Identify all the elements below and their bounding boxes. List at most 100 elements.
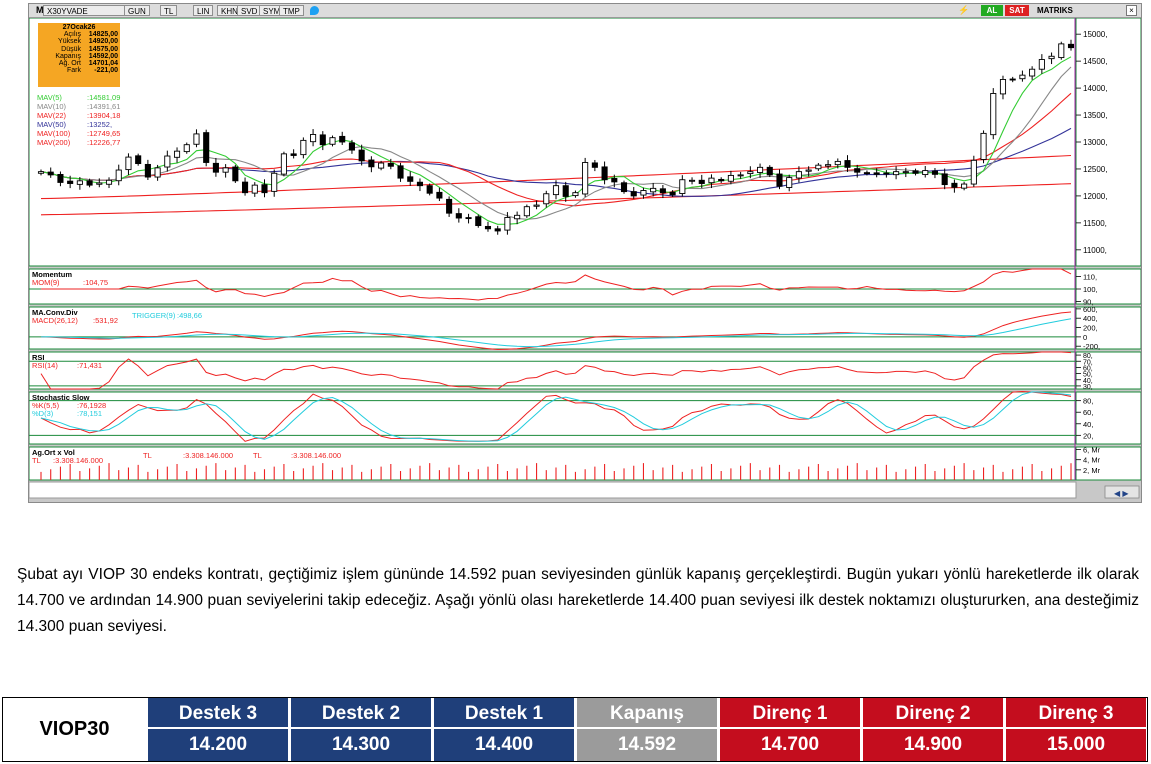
candle <box>329 137 336 145</box>
candle <box>397 165 404 179</box>
candle <box>125 156 132 171</box>
candle <box>562 185 569 197</box>
sell-button[interactable]: SAT <box>1005 5 1029 16</box>
twitter-icon[interactable] <box>310 6 319 15</box>
volume-tick-label: 6, Mr <box>1083 446 1101 455</box>
macd-tick-label: -200, <box>1083 342 1100 351</box>
instrument-name: VIOP30 <box>39 718 110 740</box>
mav-legend-value: :14581,09 <box>87 93 120 102</box>
candle <box>951 182 958 188</box>
level-close: Kapanış 14.592 <box>575 698 717 761</box>
volume-legend-name: TL <box>143 451 152 460</box>
candle <box>1058 43 1065 59</box>
scroll-arrows-icon: ◀ ▶ <box>1114 489 1129 498</box>
level-value: 14.592 <box>575 729 717 761</box>
volume-title: Ag.Ort x Vol <box>32 448 75 457</box>
price-tick-label: 14500, <box>1083 57 1107 66</box>
candle <box>727 174 734 182</box>
mav-legend-name: MAV(100) <box>37 129 71 138</box>
candle <box>543 193 550 205</box>
candle <box>902 171 909 174</box>
candle <box>183 144 190 153</box>
axis-sto <box>1075 391 1141 445</box>
candle <box>552 185 560 196</box>
candle <box>737 174 744 177</box>
macd-tick-label: 0 <box>1083 333 1087 342</box>
macd-legend-value: :531,92 <box>93 316 118 325</box>
momentum-value: :104,75 <box>83 278 108 287</box>
candle <box>164 155 171 168</box>
ohlc-row-open: Açılış 14825,00 <box>38 31 120 38</box>
tmp-button[interactable]: TMP <box>279 5 304 16</box>
level-value: 14.300 <box>289 729 431 761</box>
volume-tick-label: 4, Mr <box>1083 456 1101 465</box>
axis-rsi <box>1075 351 1141 390</box>
stochastic-k-name: %K(5,5) <box>32 401 60 410</box>
candle <box>980 132 987 160</box>
mav22-line <box>40 92 1072 207</box>
symbol-selector[interactable]: X30YVADE <box>43 5 135 16</box>
level-value: 14.400 <box>432 729 574 761</box>
volume-tick-label: 2, Mr <box>1083 466 1101 475</box>
candle <box>1048 55 1055 60</box>
level-header: Destek 3 <box>146 698 288 729</box>
stochastic-tick-label: 80, <box>1083 397 1093 406</box>
trigger-legend-name: TRIGGER(9) <box>132 311 176 320</box>
momentum-tick-label: 110, <box>1083 273 1097 282</box>
candle <box>679 179 686 194</box>
price-chart[interactable]: 15000, 14500, 14000, 13500, 13000, 12500, 1200… <box>29 18 1141 502</box>
stochastic-d-value: :78,151 <box>77 409 102 418</box>
panel-macd <box>29 306 1077 350</box>
macd-line <box>40 311 1072 351</box>
mav-legend-value: :12226,77 <box>87 138 120 147</box>
mav-legend-value: :13252, <box>87 120 112 129</box>
candle <box>251 184 258 194</box>
candle <box>786 177 793 188</box>
candle <box>990 93 997 136</box>
candle <box>620 182 628 193</box>
macd-tick-label: 200, <box>1083 324 1098 333</box>
candle <box>271 172 278 192</box>
svd-button[interactable]: SVD <box>237 5 262 16</box>
scroll-controls <box>1104 485 1140 499</box>
ohlc-value: 14825,00 <box>88 31 118 39</box>
candle <box>232 166 239 182</box>
candle <box>708 177 715 184</box>
lightning-icon[interactable]: ⚡ <box>958 5 970 15</box>
ohlc-value: 14701,04 <box>88 60 118 68</box>
candle <box>912 170 919 174</box>
price-tick-label: 13000, <box>1083 138 1107 147</box>
candle <box>37 171 45 174</box>
candle <box>640 190 647 196</box>
candle <box>47 171 54 176</box>
currency-button[interactable]: TL <box>160 5 178 16</box>
level-resistance-1: Direnç 1 14.700 <box>718 698 860 761</box>
price-tick-label: 12000, <box>1083 192 1107 201</box>
candle <box>863 172 870 175</box>
lin-button[interactable]: LIN <box>193 5 214 16</box>
period-button[interactable]: GUN <box>124 5 150 16</box>
rsi-tick-label: 80, <box>1083 353 1093 360</box>
candle <box>718 178 725 182</box>
buy-button[interactable]: AL <box>981 5 1003 16</box>
candle <box>1067 43 1075 49</box>
volume-legend-value: :3.308.146.000 <box>291 451 341 460</box>
macd-tick-label: 400, <box>1083 314 1098 323</box>
rsi-title: RSI <box>32 353 45 362</box>
candle <box>669 191 676 196</box>
level-support-2: Destek 2 14.300 <box>289 698 431 761</box>
candle <box>766 166 773 176</box>
candle <box>601 166 608 181</box>
candle <box>961 183 968 189</box>
rsi-line <box>40 351 1072 390</box>
candle <box>310 134 317 143</box>
close-icon[interactable]: × <box>1126 5 1137 16</box>
candle <box>523 206 530 217</box>
stochastic-tick-label: 60, <box>1083 408 1093 417</box>
momentum-line <box>41 268 1072 301</box>
candle <box>96 182 103 185</box>
menu-button[interactable]: M <box>36 5 44 15</box>
candle <box>572 192 579 197</box>
axis-macd <box>1075 306 1141 350</box>
candle <box>212 162 219 173</box>
